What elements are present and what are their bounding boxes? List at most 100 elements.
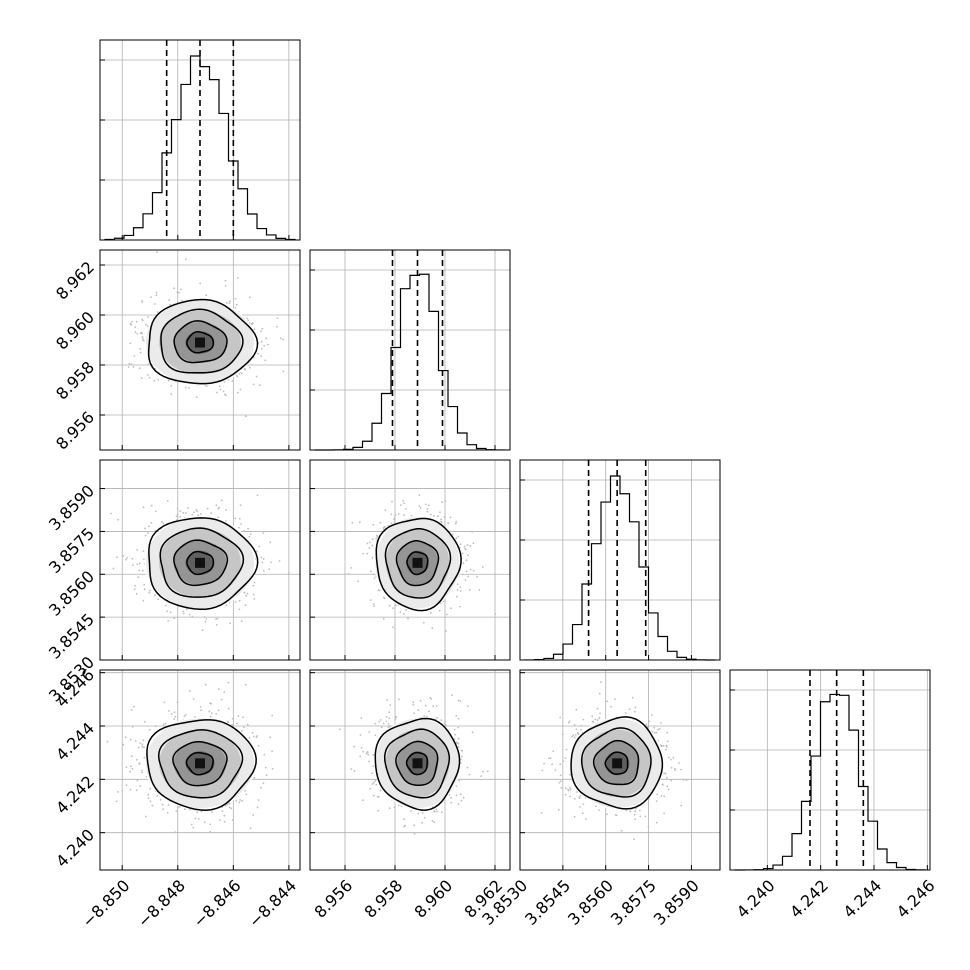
sample-point [421, 821, 423, 824]
sample-point [231, 380, 234, 382]
sample-point [241, 799, 244, 802]
sample-point [435, 808, 438, 811]
sample-point [253, 598, 256, 600]
sample-point [141, 569, 144, 572]
sample-point [243, 530, 245, 532]
sample-point [130, 755, 133, 758]
sample-point [404, 824, 406, 827]
sample-point [133, 588, 136, 591]
sample-point [138, 562, 141, 565]
sample-point [147, 797, 150, 800]
sample-point [240, 620, 243, 622]
sample-point [238, 608, 241, 611]
sample-point [417, 709, 420, 711]
sample-point [383, 597, 386, 600]
sample-point [472, 569, 475, 572]
sample-point [457, 803, 460, 805]
sample-point [144, 534, 147, 537]
sample-point [176, 507, 179, 510]
sample-point [433, 810, 435, 812]
sample-point [227, 707, 230, 710]
sample-point [481, 566, 484, 568]
sample-point [138, 762, 141, 764]
sample-point [591, 715, 594, 718]
sample-point [482, 770, 484, 773]
sample-point [142, 339, 145, 342]
sample-point [185, 258, 187, 261]
sample-point [176, 291, 179, 294]
sample-point [192, 698, 195, 700]
sample-point [402, 500, 405, 502]
sample-point [421, 812, 424, 814]
sample-point [185, 512, 187, 514]
sample-point [453, 728, 456, 731]
sample-point [548, 757, 550, 760]
sample-point [666, 785, 669, 788]
sample-point [466, 544, 469, 546]
sample-point [365, 752, 368, 755]
sample-point [136, 779, 139, 782]
sample-point [240, 523, 243, 525]
sample-point [167, 379, 170, 382]
sample-point [438, 609, 441, 612]
sample-point [216, 617, 219, 620]
sample-point [369, 570, 372, 573]
sample-point [249, 296, 251, 299]
sample-point [199, 282, 202, 285]
sample-point [140, 377, 143, 379]
sample-point [665, 776, 668, 779]
sample-point [169, 611, 172, 614]
sample-point [211, 811, 214, 813]
sample-point [422, 621, 425, 624]
sample-point [431, 627, 434, 630]
sample-point [387, 722, 390, 725]
sample-point [217, 709, 220, 712]
sample-point [142, 506, 145, 509]
sample-point [191, 615, 194, 618]
sample-point [180, 288, 182, 291]
histogram [524, 475, 716, 661]
sample-point [435, 705, 438, 707]
sample-point [209, 830, 212, 833]
sample-point [372, 781, 375, 784]
sample-point [653, 731, 656, 734]
sample-point [160, 520, 163, 523]
sample-point [476, 575, 479, 578]
sample-point [663, 795, 666, 798]
sample-point [465, 559, 468, 562]
sample-point [197, 514, 200, 517]
sample-point [471, 531, 474, 533]
sample-point [447, 522, 450, 525]
sample-point [170, 713, 173, 715]
sample-point [246, 592, 249, 595]
sample-point [210, 512, 213, 514]
sample-point [376, 534, 378, 537]
sample-point [248, 737, 251, 739]
sample-point [379, 719, 382, 721]
sample-point [162, 522, 165, 525]
sample-point [167, 620, 170, 622]
sample-point [362, 799, 364, 801]
sample-point [223, 380, 226, 383]
sample-point [634, 818, 636, 820]
sample-point [117, 791, 119, 793]
sample-point [141, 300, 144, 302]
sample-point [459, 793, 462, 796]
sample-point [443, 516, 446, 518]
sample-point [359, 755, 362, 758]
sample-point [236, 375, 239, 378]
sample-point [351, 521, 354, 524]
sample-point [154, 510, 157, 513]
sample-point [234, 307, 237, 309]
sample-point [234, 297, 237, 300]
sample-point [450, 796, 452, 799]
sample-point [432, 705, 435, 708]
sample-point [143, 558, 145, 561]
sample-point [353, 770, 356, 772]
sample-point [157, 378, 160, 381]
sample-point [155, 294, 158, 297]
sample-point [388, 604, 391, 607]
sample-point [480, 775, 482, 777]
sample-point [569, 788, 572, 791]
sample-point [245, 594, 248, 597]
